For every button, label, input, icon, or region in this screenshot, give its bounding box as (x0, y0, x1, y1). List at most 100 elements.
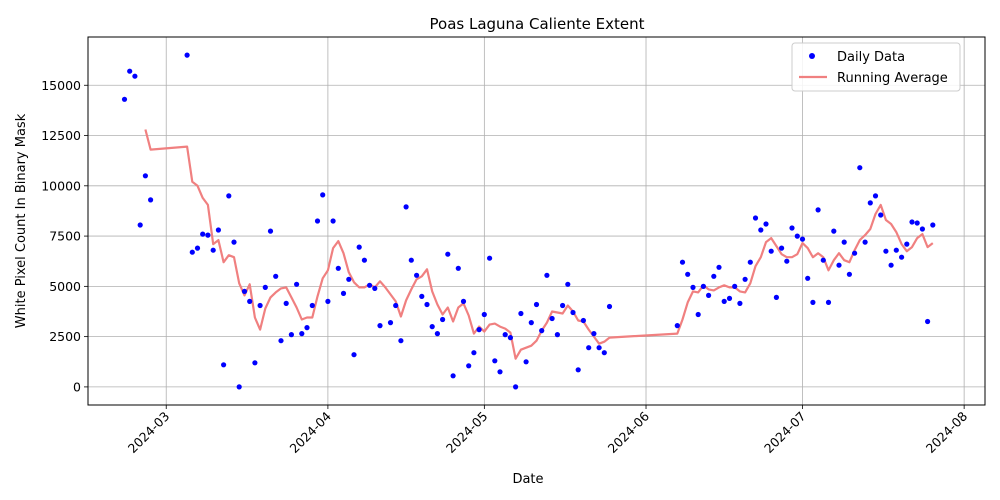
daily-data-point (893, 247, 899, 253)
daily-data-point (148, 197, 154, 203)
daily-data-point (706, 292, 712, 298)
daily-data-point (831, 228, 837, 234)
daily-data-point (862, 239, 868, 245)
daily-data-point (575, 367, 581, 373)
daily-data-point (799, 236, 806, 242)
daily-data-point (596, 345, 602, 351)
daily-data-point (523, 359, 529, 365)
daily-data-point (872, 193, 879, 199)
daily-data-point (215, 227, 221, 233)
y-tick-label: 7500 (49, 229, 81, 244)
daily-data-point (267, 228, 274, 234)
daily-data-point (450, 373, 456, 379)
daily-data-point (283, 300, 289, 306)
daily-data-points-layer (121, 52, 936, 390)
daily-data-point (606, 303, 613, 310)
daily-data-point (690, 284, 696, 290)
daily-data-point (591, 331, 597, 337)
daily-data-point (398, 338, 404, 344)
legend-label-daily-data: Daily Data (837, 50, 905, 65)
daily-data-point (367, 282, 373, 288)
daily-data-point (314, 218, 321, 224)
daily-data-point (184, 52, 190, 58)
daily-data-point (121, 96, 128, 102)
daily-data-point (836, 262, 842, 268)
daily-data-point (732, 283, 738, 289)
daily-data-point (560, 302, 566, 309)
daily-data-point (919, 226, 926, 232)
daily-data-point (408, 257, 414, 263)
daily-data-point (424, 301, 430, 308)
chart-title: Poas Laguna Caliente Extent (430, 15, 645, 33)
daily-data-point (445, 251, 451, 257)
daily-data-point (221, 362, 227, 368)
daily-data-point (466, 363, 472, 369)
daily-data-point (273, 273, 279, 279)
daily-data-point (231, 239, 237, 245)
y-axis: 0 2500 5000 7500 10000 12500 15000 (41, 78, 88, 394)
daily-data-point (533, 301, 540, 308)
daily-data-point (330, 218, 336, 224)
daily-data-point (700, 283, 707, 289)
daily-data-point (737, 300, 743, 306)
daily-data-point (820, 257, 826, 263)
daily-data-point (841, 239, 847, 245)
daily-data-point (909, 219, 915, 225)
daily-data-point (721, 298, 727, 304)
daily-data-point (403, 204, 409, 210)
daily-data-point (914, 220, 920, 226)
daily-data-point (810, 299, 816, 305)
daily-data-point (763, 221, 769, 227)
daily-data-point (393, 302, 399, 309)
daily-data-point (679, 259, 686, 265)
plot-frame (87, 36, 986, 406)
running-average-line (144, 129, 934, 360)
daily-data-point (846, 271, 853, 277)
daily-data-point (132, 73, 138, 79)
daily-data-point (226, 193, 232, 199)
daily-data-point (377, 323, 383, 329)
daily-data-point (758, 227, 764, 233)
daily-data-point (262, 284, 268, 290)
daily-data-point (867, 200, 873, 206)
daily-data-point (752, 215, 759, 221)
x-axis-title: Date (512, 472, 543, 487)
daily-data-point (883, 248, 889, 254)
daily-data-point (502, 332, 508, 338)
daily-data-point (205, 232, 211, 238)
daily-data-point (241, 288, 248, 294)
daily-data-point (513, 384, 519, 390)
daily-data-point (852, 250, 858, 256)
daily-data-point (789, 225, 795, 231)
daily-data-point (487, 255, 493, 261)
daily-data-point (210, 247, 216, 253)
daily-data-point (299, 331, 305, 337)
daily-data-point (460, 298, 467, 304)
daily-data-point (815, 207, 821, 213)
daily-data-point (127, 68, 133, 74)
daily-data-point (695, 311, 701, 318)
daily-data-point (414, 272, 420, 278)
daily-data-point (340, 290, 347, 296)
legend-label-running-average: Running Average (837, 71, 948, 86)
daily-data-point (434, 331, 440, 337)
daily-data-point (888, 262, 894, 268)
daily-data-point (429, 324, 435, 330)
daily-data-point (492, 358, 498, 364)
legend: Daily Data Running Average (791, 42, 961, 92)
daily-data-point (674, 323, 680, 329)
y-tick-label: 0 (73, 379, 81, 394)
y-tick-label: 2500 (49, 329, 81, 344)
legend-box (791, 42, 961, 92)
daily-data-point (471, 350, 477, 356)
daily-data-point (784, 258, 790, 264)
daily-data-point (137, 222, 143, 228)
daily-data-point (825, 299, 832, 305)
daily-data-point (320, 192, 326, 198)
daily-data-point (794, 233, 800, 239)
daily-data-point (351, 352, 357, 358)
daily-data-point (570, 309, 576, 316)
daily-data-point (387, 320, 394, 326)
daily-data-point (528, 320, 534, 326)
